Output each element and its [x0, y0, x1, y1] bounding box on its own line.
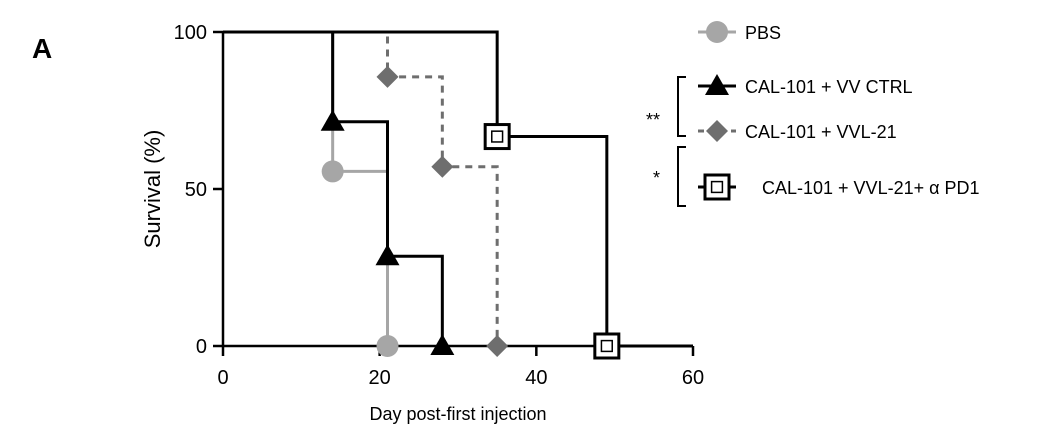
legend-marker-cal-101-vvl-21-pd1 — [703, 173, 731, 201]
legend-label-cal-101-vvl-21: CAL-101 + VVL-21 — [745, 122, 897, 142]
ticks: 0 20 40 60 0 50 100 — [174, 22, 705, 389]
legend-label-pbs: PBS — [745, 23, 781, 43]
axes — [221, 32, 693, 348]
data-point-cal-101-vvl-21 — [486, 335, 509, 357]
markers — [320, 65, 621, 360]
data-point-cal-101-vvl-21-pd1-inner — [600, 339, 613, 353]
panel-label: A — [32, 33, 52, 64]
y-tick-label: 100 — [174, 22, 207, 44]
x-tick-label: 20 — [369, 367, 391, 389]
x-tick-label: 60 — [682, 367, 704, 389]
data-point-cal-101-vvl-21 — [376, 65, 399, 88]
y-tick-label: 0 — [196, 336, 207, 358]
legend-label-cal-101-vv-ctrl: CAL-101 + VV CTRL — [745, 77, 913, 97]
y-axis-title: Survival (%) — [140, 130, 165, 249]
data-point-pbs — [321, 160, 344, 183]
significance-bracket — [677, 146, 686, 207]
significance-brackets: *** — [646, 76, 686, 207]
series-line-cal-101-vvl-21 — [223, 30, 499, 346]
legend-label-cal-101-vvl-21-pd1: CAL-101 + VVL-21+ α PD1 — [762, 178, 980, 198]
x-axis-title: Day post-first injection — [369, 404, 546, 424]
x-tick-label: 0 — [217, 367, 228, 389]
data-point-cal-101-vvl-21-pd1 — [483, 123, 511, 151]
legend: PBS CAL-101 + VV CTRL CAL-101 + VVL-21 CAL-… — [698, 21, 980, 201]
series-line-cal-101-vv-ctrl — [223, 30, 444, 346]
significance-bracket — [677, 76, 686, 137]
legend-marker-cal-101-vvl-21 — [706, 120, 728, 142]
data-point-pbs — [376, 335, 399, 357]
legend-marker-pbs — [706, 21, 728, 43]
y-tick-label: 50 — [185, 179, 207, 201]
significance-label: * — [653, 168, 660, 188]
series-line-pbs — [223, 30, 389, 346]
data-point-cal-101-vvl-21-pd1 — [593, 332, 621, 360]
legend-marker-cal-101-vv-ctrl — [705, 74, 729, 95]
significance-label: ** — [646, 110, 660, 130]
data-point-cal-101-vv-ctrl — [320, 109, 345, 131]
data-point-cal-101-vvl-21 — [431, 155, 454, 178]
legend-marker-cal-101-vvl-21-pd1-inner — [710, 180, 724, 194]
data-point-cal-101-vv-ctrl — [430, 334, 455, 355]
series-line-cal-101-vvl-21-pd1 — [223, 30, 693, 348]
data-point-cal-101-vv-ctrl — [375, 244, 400, 266]
x-tick-label: 40 — [525, 367, 547, 389]
data-point-cal-101-vvl-21-pd1-inner — [491, 130, 504, 143]
series-layer — [223, 30, 693, 348]
